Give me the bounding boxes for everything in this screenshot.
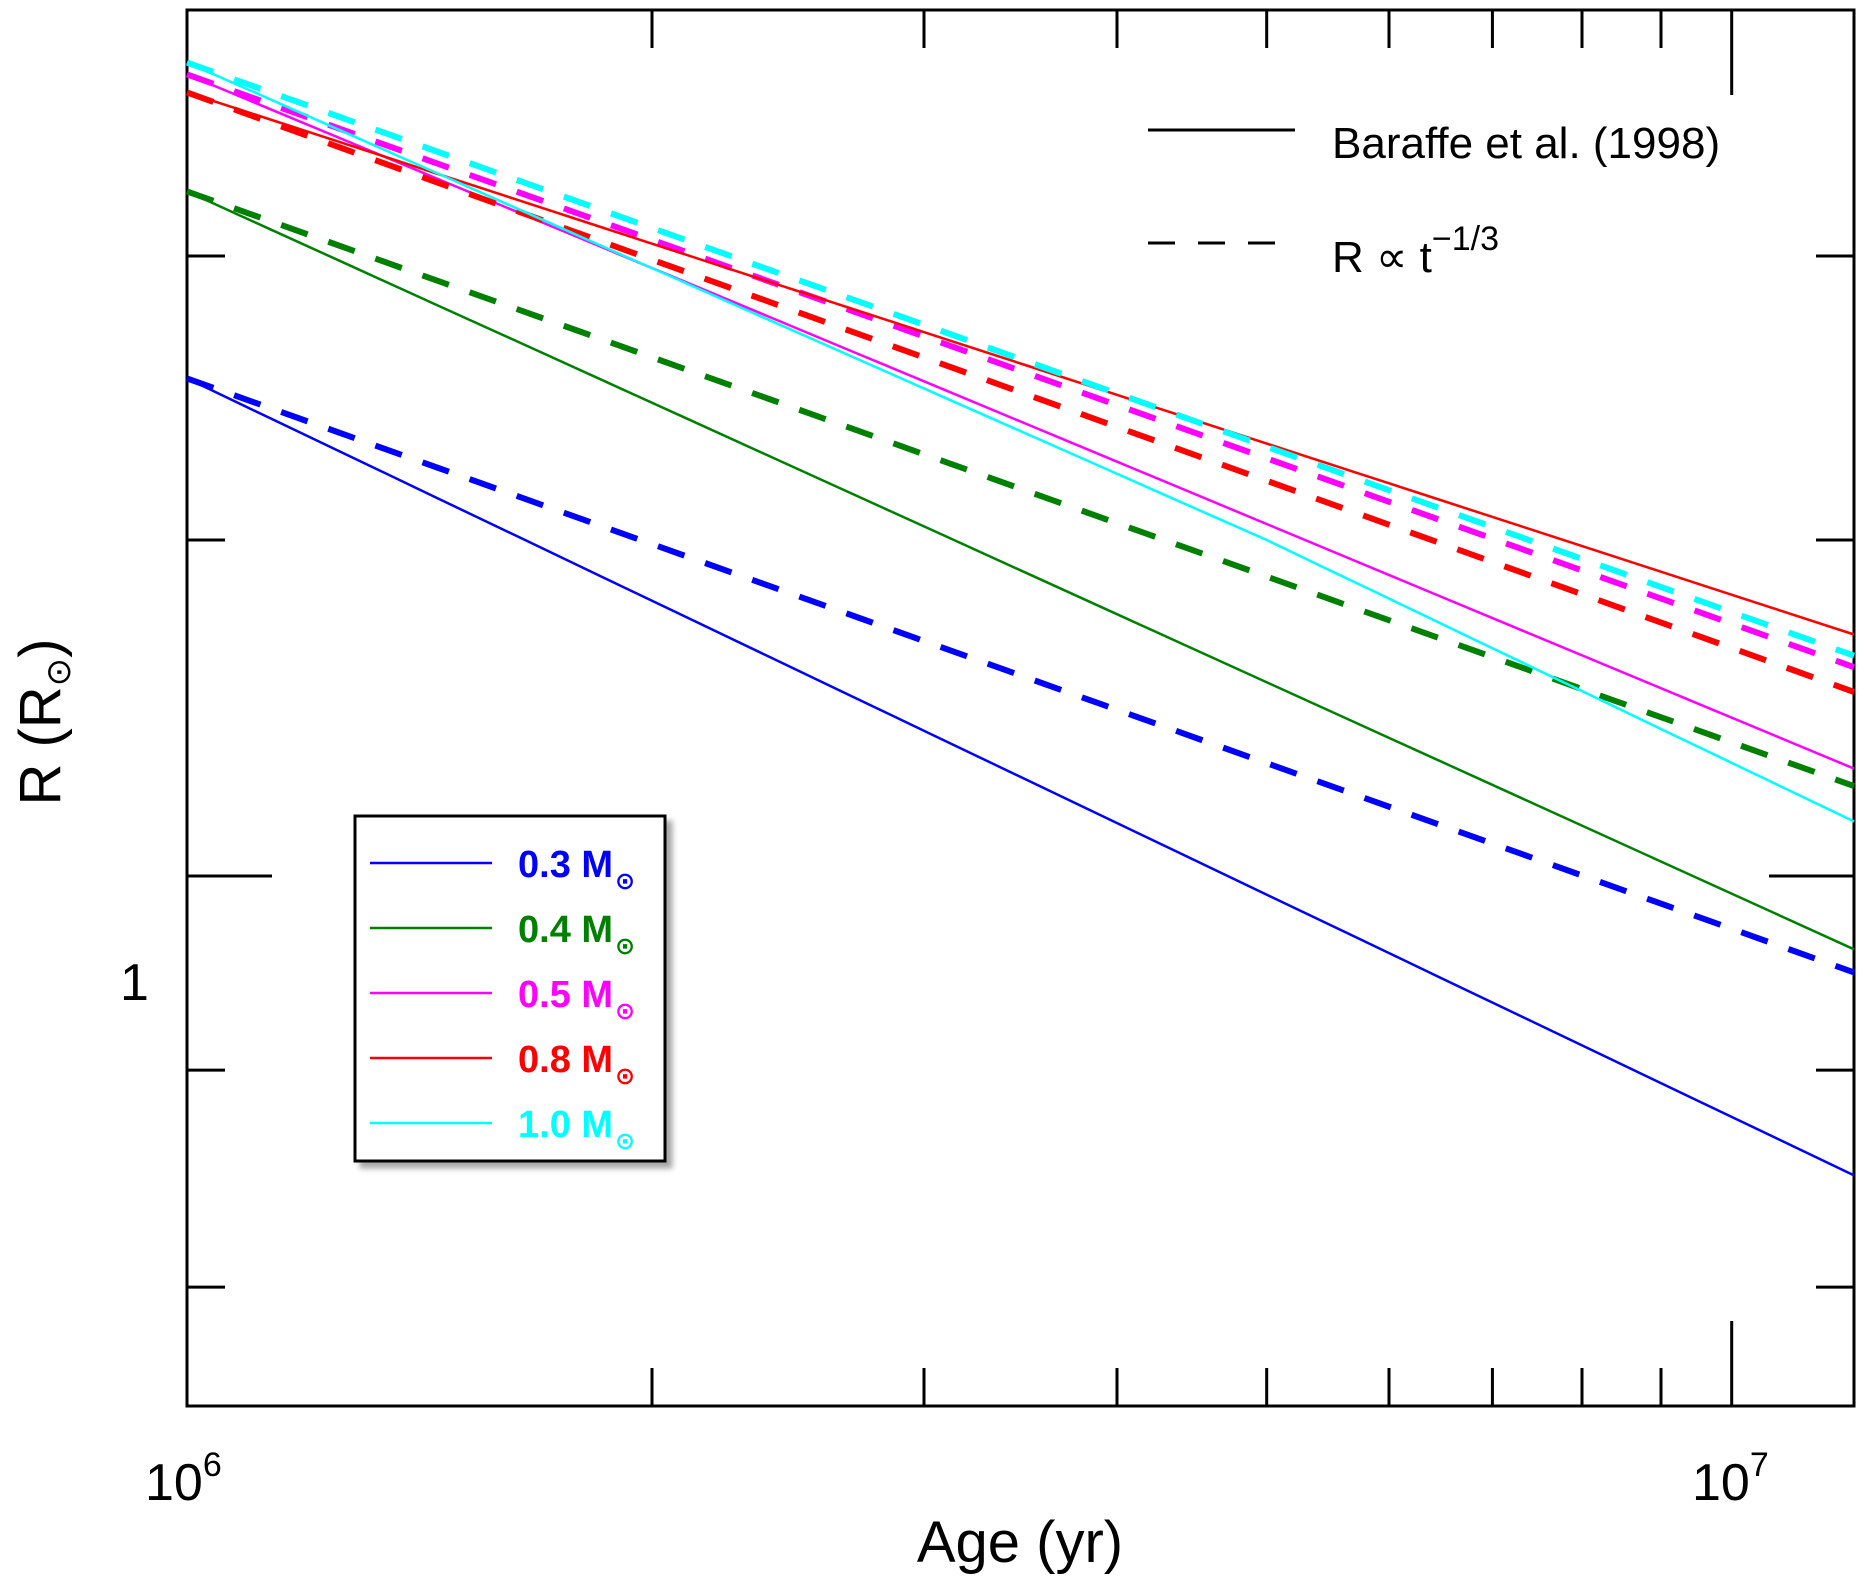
x-tick-labels: 106 107 [145, 1446, 1769, 1512]
plot-curves [185, 59, 1856, 1177]
series-03-power-law-line [185, 375, 1856, 976]
legend-label-10: 1.0 M⊙ [518, 1104, 635, 1155]
mass-legend-box [353, 814, 667, 1163]
series-08-baraffe-line [186, 91, 1855, 636]
sun-symbol: ⊙ [40, 658, 78, 687]
series-04-power-law-line [185, 188, 1856, 789]
series-05-power-law-line [185, 71, 1856, 671]
mass-legend-items: 0.3 M⊙ 0.4 M⊙ 0.5 M⊙ 0.8 M⊙ 1.0 M⊙ [370, 844, 635, 1155]
series-03-baraffe-line [186, 377, 1855, 1177]
legend-label-04: 0.4 M⊙ [518, 909, 635, 960]
y-tick-label-1: 1 [120, 954, 149, 1012]
line-style-legend: Baraffe et al. (1998) R ∝ t−1/3 [1148, 119, 1720, 282]
series-04-baraffe-line [186, 190, 1855, 951]
legend-label-08: 0.8 M⊙ [518, 1039, 635, 1090]
y-axis-title: R (R⊙) [8, 638, 78, 805]
plot-frame [185, 8, 1856, 1408]
series-08-power-law-line [185, 89, 1856, 695]
legend-solid-label: Baraffe et al. (1998) [1332, 119, 1720, 168]
axis-ticks [185, 10, 1854, 1406]
series-10-baraffe-line [186, 61, 1855, 823]
x-tick-label-1e6: 106 [145, 1446, 222, 1512]
x-axis-title: Age (yr) [917, 1510, 1123, 1575]
legend-dashed-label: R ∝ t−1/3 [1332, 220, 1499, 282]
x-tick-label-1e7: 107 [1692, 1446, 1769, 1512]
legend-label-03: 0.3 M⊙ [518, 844, 635, 895]
series-10-power-law-line [185, 59, 1856, 659]
legend-label-05: 0.5 M⊙ [518, 974, 635, 1025]
mass-legend: 0.3 M⊙ 0.4 M⊙ 0.5 M⊙ 0.8 M⊙ 1.0 M⊙ [353, 814, 667, 1163]
series-05-baraffe-line [186, 73, 1855, 770]
